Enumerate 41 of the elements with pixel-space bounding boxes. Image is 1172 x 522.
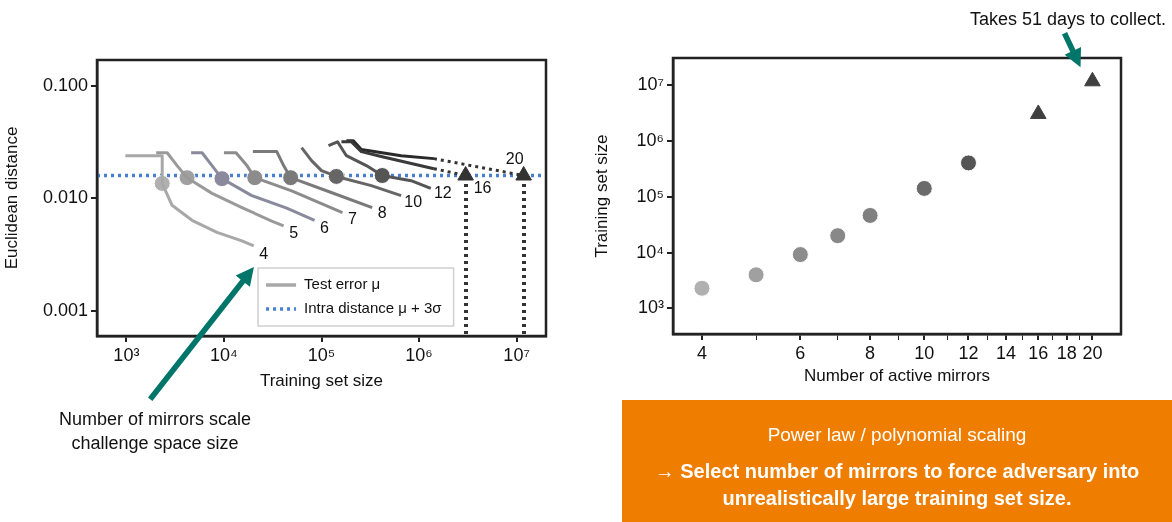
x-tick-label: 16 [1028, 342, 1049, 363]
annotation: 20 [505, 149, 524, 167]
text: Power law / polynomial scaling [766, 424, 1028, 446]
x-tick-label: 6 [795, 342, 806, 363]
legend-label: Test error μ [304, 275, 381, 293]
annotation: 12 [433, 183, 452, 201]
text: Number of mirrors scale challenge space size [57, 408, 252, 455]
x-tick-label: 4 [696, 342, 707, 363]
annotation: 8 [377, 204, 387, 221]
y-tick-label: 10⁴ [636, 241, 664, 262]
text: → Select number of mirrors to force adversary into unrealistically large training set size. [653, 459, 1141, 511]
y-tick-label: 0.100 [42, 74, 88, 95]
annotation: Takes 51 days to collect. [969, 8, 1166, 29]
x-tick-label: 18 [1056, 342, 1077, 363]
x-tick-label: 8 [865, 342, 876, 363]
y-tick-label: 0.001 [42, 300, 88, 320]
x-tick-label: 12 [958, 342, 979, 363]
annotation: 5 [289, 224, 299, 242]
y-tick-label: 10⁵ [636, 185, 664, 206]
x-tick-label: 10⁶ [405, 344, 433, 365]
x-tick-label: 10 [914, 342, 935, 363]
y-tick-label: 10³ [637, 297, 665, 318]
annotation: 4 [259, 245, 269, 263]
x-tick-label: 20 [1082, 342, 1103, 363]
x-tick-label: 10⁵ [307, 344, 336, 365]
x-tick-label: 10³ [113, 344, 140, 365]
x-axis-title: Training set size [259, 371, 384, 391]
annotation: 7 [348, 209, 358, 227]
x-axis-title: Number of active mirrors [803, 366, 991, 386]
annotation: 6 [320, 218, 330, 236]
y-axis-title: Training set size [591, 134, 611, 258]
x-tick-label: 14 [995, 342, 1016, 363]
annotation: 16 [473, 178, 492, 196]
y-tick-label: 0.010 [42, 187, 88, 208]
y-tick-label: 10⁷ [637, 73, 664, 94]
x-tick-label: 10⁷ [503, 344, 530, 365]
legend-label: Intra distance μ + 3σ [304, 299, 443, 317]
x-tick-label: 10⁴ [210, 344, 238, 365]
y-axis-title: Euclidean distance [1, 126, 21, 270]
y-tick-label: 10⁶ [636, 129, 664, 150]
annotation: 10 [404, 193, 423, 211]
